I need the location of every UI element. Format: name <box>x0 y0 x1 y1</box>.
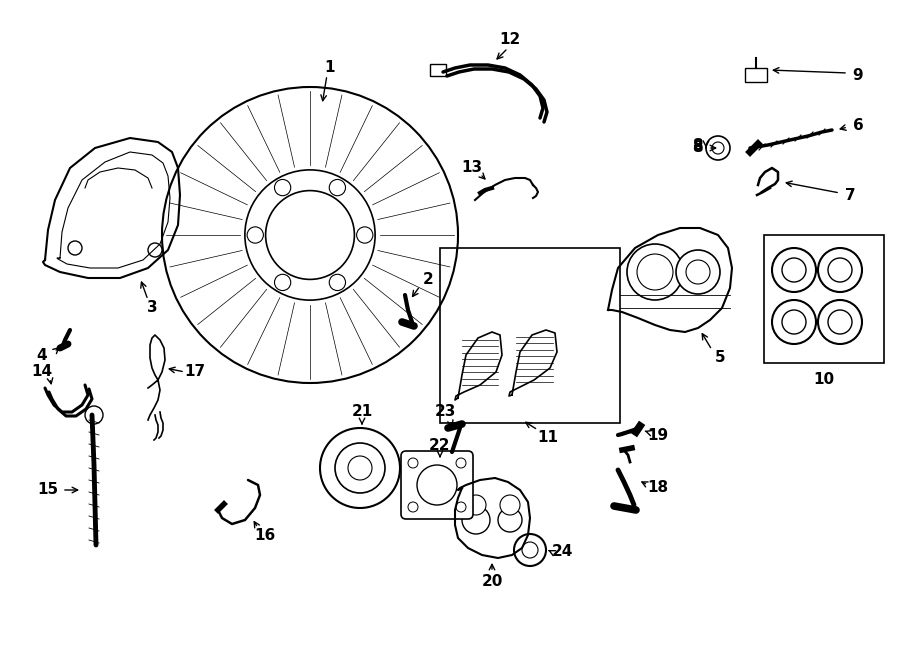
Circle shape <box>456 458 466 468</box>
Circle shape <box>408 502 418 512</box>
Text: 20: 20 <box>482 574 503 590</box>
Text: 16: 16 <box>255 527 275 543</box>
Circle shape <box>408 458 418 468</box>
Text: 8: 8 <box>692 141 702 155</box>
Text: 11: 11 <box>537 430 559 446</box>
Text: 4: 4 <box>37 348 48 362</box>
Text: 22: 22 <box>429 438 451 453</box>
Text: 19: 19 <box>647 428 669 442</box>
Circle shape <box>676 250 720 294</box>
Circle shape <box>522 542 538 558</box>
Circle shape <box>706 136 730 160</box>
Circle shape <box>686 260 710 284</box>
Text: 10: 10 <box>814 373 834 387</box>
Text: 14: 14 <box>32 364 52 379</box>
Circle shape <box>637 254 673 290</box>
Circle shape <box>248 227 264 243</box>
Text: 3: 3 <box>147 301 158 315</box>
Circle shape <box>627 244 683 300</box>
Circle shape <box>85 406 103 424</box>
Text: 24: 24 <box>552 545 572 559</box>
Text: 5: 5 <box>715 350 725 366</box>
Text: 15: 15 <box>38 483 58 498</box>
FancyBboxPatch shape <box>401 451 473 519</box>
Circle shape <box>772 300 816 344</box>
Bar <box>745 68 767 82</box>
Circle shape <box>148 243 162 257</box>
Circle shape <box>462 506 490 534</box>
Circle shape <box>329 179 346 196</box>
Text: 6: 6 <box>852 118 863 132</box>
Text: 7: 7 <box>845 188 855 202</box>
Text: 2: 2 <box>423 272 434 288</box>
Text: 12: 12 <box>500 32 520 48</box>
Circle shape <box>818 300 862 344</box>
Text: 17: 17 <box>184 364 205 379</box>
Text: 1: 1 <box>325 61 335 75</box>
Circle shape <box>466 495 486 515</box>
Text: 8: 8 <box>692 137 702 153</box>
Circle shape <box>356 227 373 243</box>
Circle shape <box>818 248 862 292</box>
Circle shape <box>417 465 457 505</box>
Text: 13: 13 <box>462 161 482 176</box>
Circle shape <box>329 274 346 291</box>
Circle shape <box>348 456 372 480</box>
Bar <box>440 248 620 423</box>
Text: 18: 18 <box>647 481 669 496</box>
Circle shape <box>335 443 385 493</box>
Text: 21: 21 <box>351 405 373 420</box>
Circle shape <box>456 502 466 512</box>
Circle shape <box>498 508 522 532</box>
Circle shape <box>500 495 520 515</box>
Text: 9: 9 <box>852 67 863 83</box>
Circle shape <box>320 428 400 508</box>
Bar <box>764 235 884 363</box>
Circle shape <box>514 534 546 566</box>
Circle shape <box>68 241 82 255</box>
Circle shape <box>712 142 724 154</box>
Circle shape <box>772 248 816 292</box>
Circle shape <box>274 179 291 196</box>
Circle shape <box>274 274 291 291</box>
Bar <box>430 64 446 76</box>
Text: 23: 23 <box>435 405 455 420</box>
